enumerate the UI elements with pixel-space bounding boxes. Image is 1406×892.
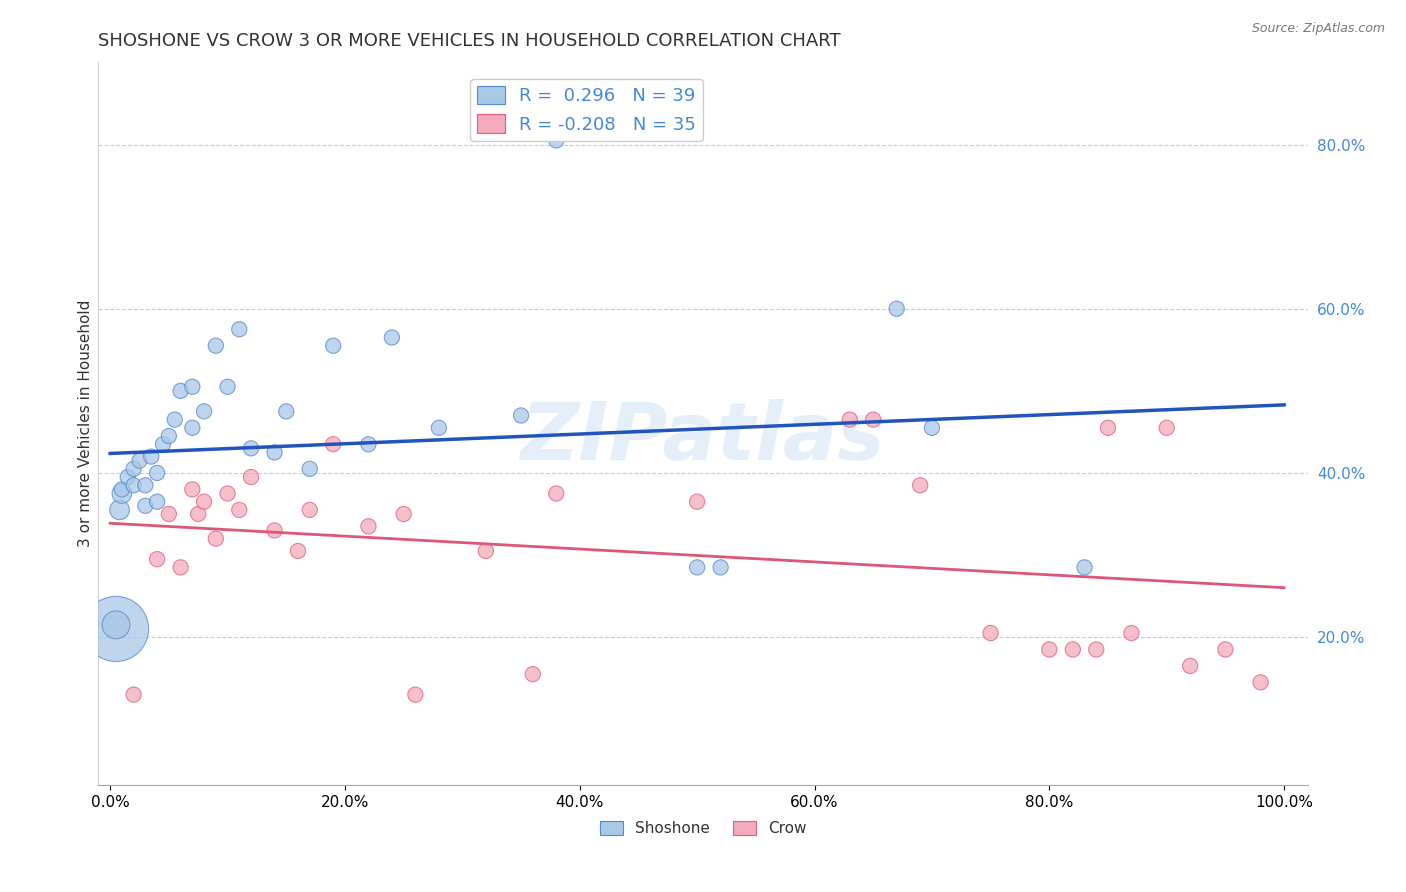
Point xyxy=(122,478,145,492)
Point xyxy=(322,339,344,353)
Point xyxy=(710,560,733,574)
Point xyxy=(157,507,180,521)
Text: ZIPatlas: ZIPatlas xyxy=(520,399,886,477)
Point xyxy=(404,688,426,702)
Point xyxy=(240,442,263,456)
Point xyxy=(298,503,321,517)
Point xyxy=(886,301,908,316)
Point xyxy=(217,486,239,500)
Point xyxy=(1180,659,1202,673)
Point xyxy=(163,412,186,426)
Point xyxy=(546,486,568,500)
Point xyxy=(921,421,943,435)
Point xyxy=(240,470,263,484)
Point xyxy=(193,404,215,418)
Point xyxy=(134,499,156,513)
Point xyxy=(134,478,156,492)
Point xyxy=(263,445,285,459)
Point xyxy=(686,494,709,508)
Point xyxy=(169,384,191,398)
Point xyxy=(193,494,215,508)
Point xyxy=(187,507,209,521)
Point xyxy=(1038,642,1060,657)
Point xyxy=(298,462,321,476)
Point xyxy=(1097,421,1119,435)
Point xyxy=(1156,421,1178,435)
Point xyxy=(546,133,568,147)
Point xyxy=(1085,642,1108,657)
Point xyxy=(152,437,174,451)
Point xyxy=(146,552,169,566)
Point xyxy=(122,688,145,702)
Point xyxy=(263,524,285,538)
Point xyxy=(105,622,128,636)
Point xyxy=(146,466,169,480)
Point xyxy=(908,478,931,492)
Point xyxy=(276,404,298,418)
Point xyxy=(117,470,139,484)
Point xyxy=(228,503,250,517)
Point xyxy=(1121,626,1143,640)
Point xyxy=(980,626,1002,640)
Point xyxy=(427,421,450,435)
Point xyxy=(510,409,533,423)
Y-axis label: 3 or more Vehicles in Household: 3 or more Vehicles in Household xyxy=(77,300,93,548)
Text: SHOSHONE VS CROW 3 OR MORE VEHICLES IN HOUSEHOLD CORRELATION CHART: SHOSHONE VS CROW 3 OR MORE VEHICLES IN H… xyxy=(98,32,841,50)
Point xyxy=(181,483,204,497)
Point xyxy=(228,322,250,336)
Point xyxy=(204,532,226,546)
Point xyxy=(381,330,404,344)
Point xyxy=(204,339,226,353)
Point xyxy=(522,667,544,681)
Point xyxy=(686,560,709,574)
Point xyxy=(108,503,131,517)
Point xyxy=(128,453,150,467)
Point xyxy=(181,380,204,394)
Point xyxy=(217,380,239,394)
Point xyxy=(105,618,128,632)
Text: Source: ZipAtlas.com: Source: ZipAtlas.com xyxy=(1251,22,1385,36)
Point xyxy=(357,437,380,451)
Point xyxy=(122,462,145,476)
Point xyxy=(157,429,180,443)
Point xyxy=(146,494,169,508)
Point xyxy=(111,483,134,497)
Point xyxy=(141,450,163,464)
Point xyxy=(357,519,380,533)
Point xyxy=(169,560,191,574)
Point xyxy=(862,412,884,426)
Point xyxy=(1215,642,1237,657)
Point xyxy=(838,412,860,426)
Point xyxy=(1250,675,1272,690)
Point xyxy=(1062,642,1084,657)
Point xyxy=(392,507,415,521)
Legend: Shoshone, Crow: Shoshone, Crow xyxy=(593,815,813,842)
Point xyxy=(111,486,134,500)
Point xyxy=(322,437,344,451)
Point xyxy=(181,421,204,435)
Point xyxy=(287,544,309,558)
Point xyxy=(1073,560,1095,574)
Point xyxy=(475,544,498,558)
